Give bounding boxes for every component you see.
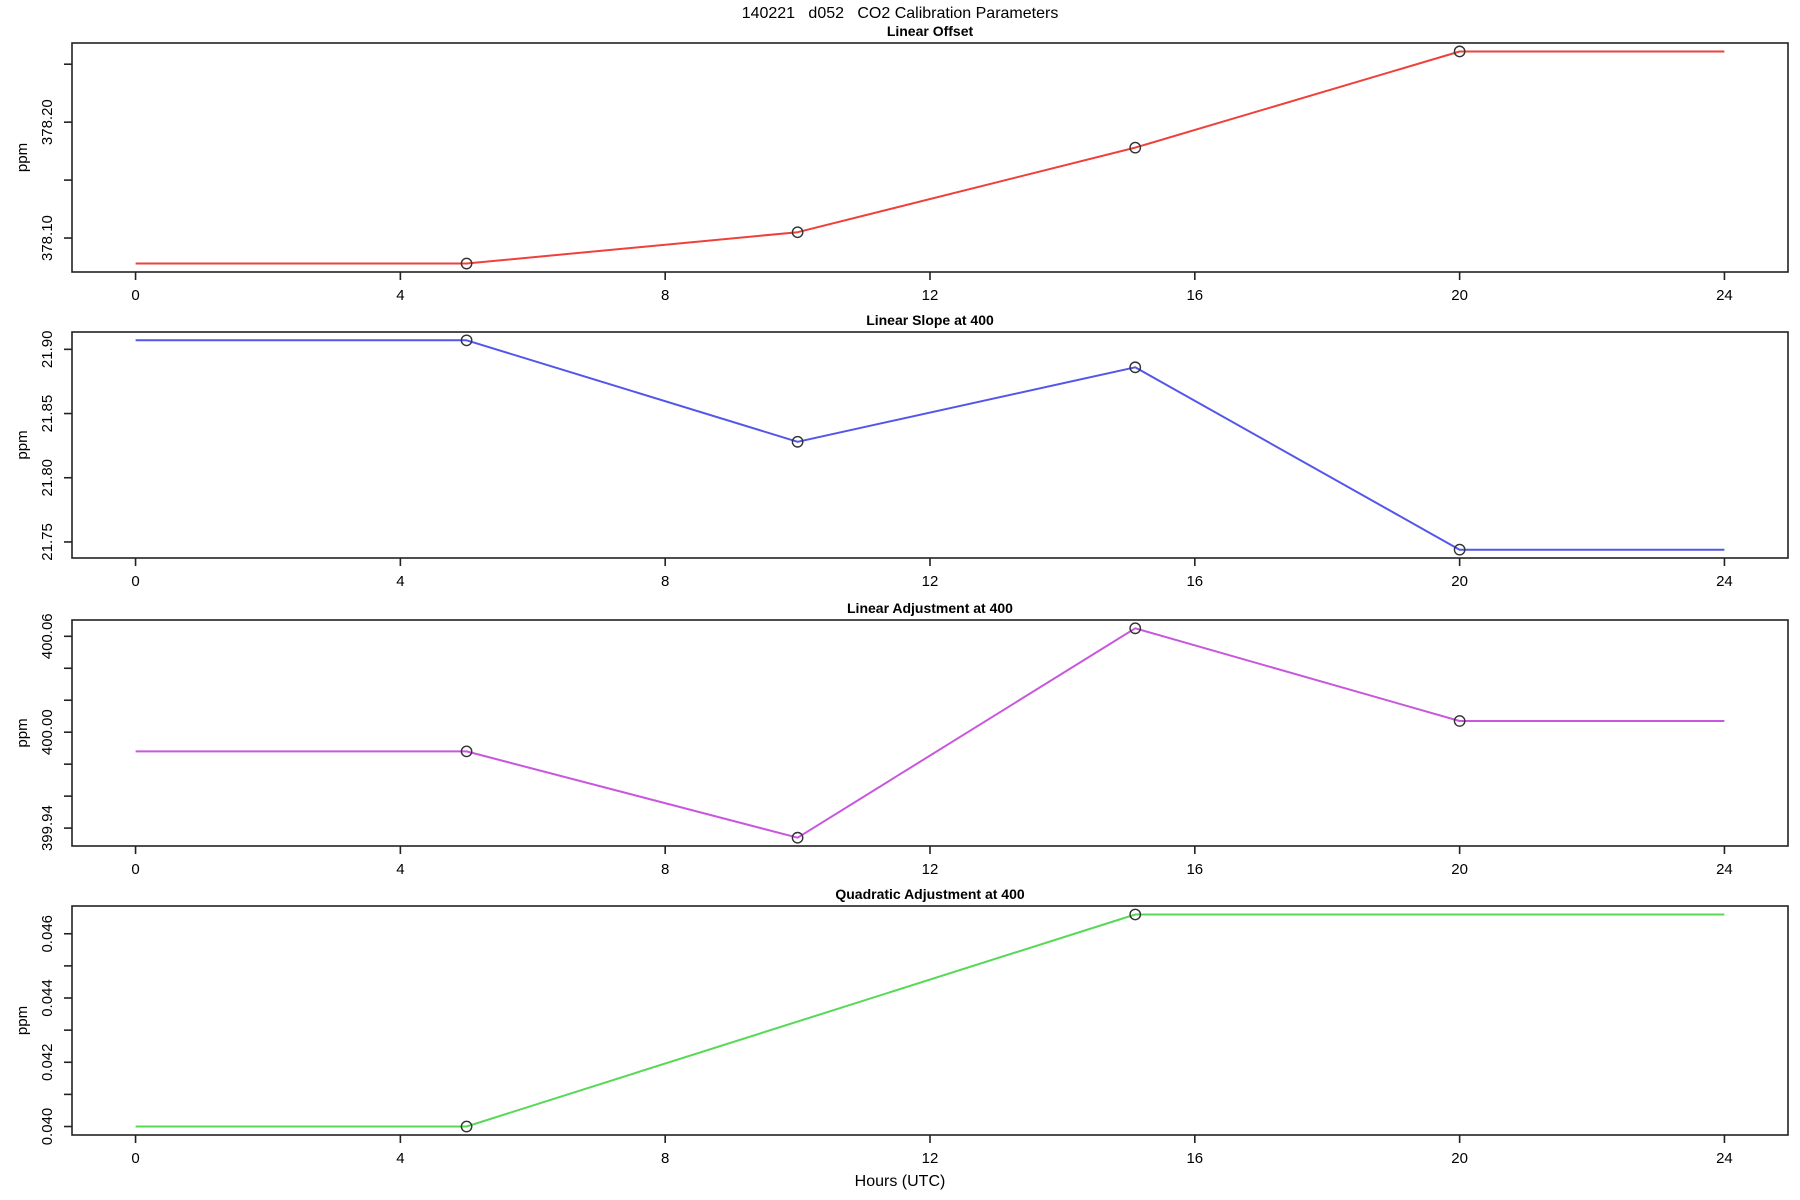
panel-1: Linear Slope at 400 0 4 8 12 16 20 24 21.75 21.80… xyxy=(14,312,1789,590)
x-axis-label: Hours (UTC) xyxy=(854,1173,946,1190)
series-line xyxy=(135,50,1725,265)
panel-title: Linear Slope at 400 xyxy=(866,312,994,328)
data-point-marker xyxy=(460,1120,473,1133)
series-line xyxy=(135,627,1725,839)
x-tick-label: 12 xyxy=(922,1150,939,1167)
panel-0: Linear Offset 0 4 8 12 16 20 24 378.10 378.20 ppm xyxy=(14,23,1789,304)
x-tick-label: 24 xyxy=(1716,287,1733,304)
y-tick-label: 400.06 xyxy=(39,613,56,659)
panel-2: Linear Adjustment at 400 0 4 8 12 16 20 24 399.9… xyxy=(14,600,1789,878)
data-point-marker xyxy=(791,226,804,239)
panel-title: Quadratic Adjustment at 400 xyxy=(835,886,1025,902)
x-tick-label: 16 xyxy=(1186,573,1203,590)
x-tick-label: 20 xyxy=(1451,287,1468,304)
x-tick-label: 20 xyxy=(1451,573,1468,590)
y-axis-name: ppm xyxy=(14,143,31,172)
y-tick-label: 0.042 xyxy=(39,1043,56,1081)
y-tick-label: 0.040 xyxy=(39,1108,56,1146)
x-tick-label: 24 xyxy=(1716,573,1733,590)
y-axis-name: ppm xyxy=(14,718,31,747)
x-tick-label: 0 xyxy=(131,1150,139,1167)
main-title: 140221 d052 CO2 Calibration Parameters xyxy=(741,5,1059,22)
data-point-marker xyxy=(1129,622,1142,635)
y-axis-name: ppm xyxy=(14,1006,31,1035)
x-tick-label: 16 xyxy=(1186,1150,1203,1167)
data-point-marker xyxy=(1129,141,1142,154)
x-tick-label: 4 xyxy=(396,287,404,304)
y-tick-label: 0.044 xyxy=(39,979,56,1017)
x-tick-label: 8 xyxy=(661,861,669,878)
x-tick-label: 24 xyxy=(1716,1150,1733,1167)
x-tick-label: 16 xyxy=(1186,287,1203,304)
plot-frame xyxy=(71,42,1789,273)
data-point-marker xyxy=(460,257,473,270)
x-tick-label: 8 xyxy=(661,1150,669,1167)
panel-title: Linear Adjustment at 400 xyxy=(847,600,1013,616)
x-tick-label: 12 xyxy=(922,861,939,878)
data-point-marker xyxy=(1453,715,1466,727)
x-tick-label: 4 xyxy=(396,1150,404,1167)
x-tick-label: 8 xyxy=(661,287,669,304)
y-tick-label: 21.90 xyxy=(39,331,56,369)
plot-frame xyxy=(71,905,1789,1136)
plot-frame xyxy=(71,619,1789,847)
data-point-marker xyxy=(460,334,473,347)
data-point-marker xyxy=(1453,543,1466,556)
series-line xyxy=(135,913,1725,1128)
y-tick-label: 399.94 xyxy=(39,805,56,851)
x-tick-label: 20 xyxy=(1451,1150,1468,1167)
x-tick-label: 8 xyxy=(661,573,669,590)
x-tick-label: 0 xyxy=(131,573,139,590)
y-axis-name: ppm xyxy=(14,430,31,459)
y-tick-label: 0.046 xyxy=(39,915,56,953)
y-tick-label: 400.00 xyxy=(39,709,56,755)
x-tick-label: 4 xyxy=(396,861,404,878)
x-tick-label: 12 xyxy=(922,287,939,304)
y-tick-label: 378.10 xyxy=(39,215,56,261)
data-point-marker xyxy=(1129,908,1142,921)
data-point-marker xyxy=(791,435,804,448)
x-tick-label: 4 xyxy=(396,573,404,590)
y-tick-label: 378.20 xyxy=(39,99,56,145)
x-tick-label: 0 xyxy=(131,861,139,878)
x-tick-label: 0 xyxy=(131,287,139,304)
plot-frame xyxy=(71,331,1789,559)
x-tick-label: 24 xyxy=(1716,861,1733,878)
x-tick-label: 16 xyxy=(1186,861,1203,878)
series-line xyxy=(135,339,1725,551)
y-tick-label: 21.85 xyxy=(39,395,56,433)
x-tick-label: 12 xyxy=(922,573,939,590)
data-point-marker xyxy=(460,745,473,758)
data-point-marker xyxy=(791,831,804,844)
y-tick-label: 21.75 xyxy=(39,523,56,561)
y-tick-label: 21.80 xyxy=(39,459,56,497)
x-tick-label: 20 xyxy=(1451,861,1468,878)
panel-3: Quadratic Adjustment at 400 0 4 8 12 16 20 24 0.… xyxy=(14,886,1789,1167)
panel-title: Linear Offset xyxy=(887,23,974,39)
data-point-marker xyxy=(1129,361,1142,374)
data-point-marker xyxy=(1453,45,1466,58)
